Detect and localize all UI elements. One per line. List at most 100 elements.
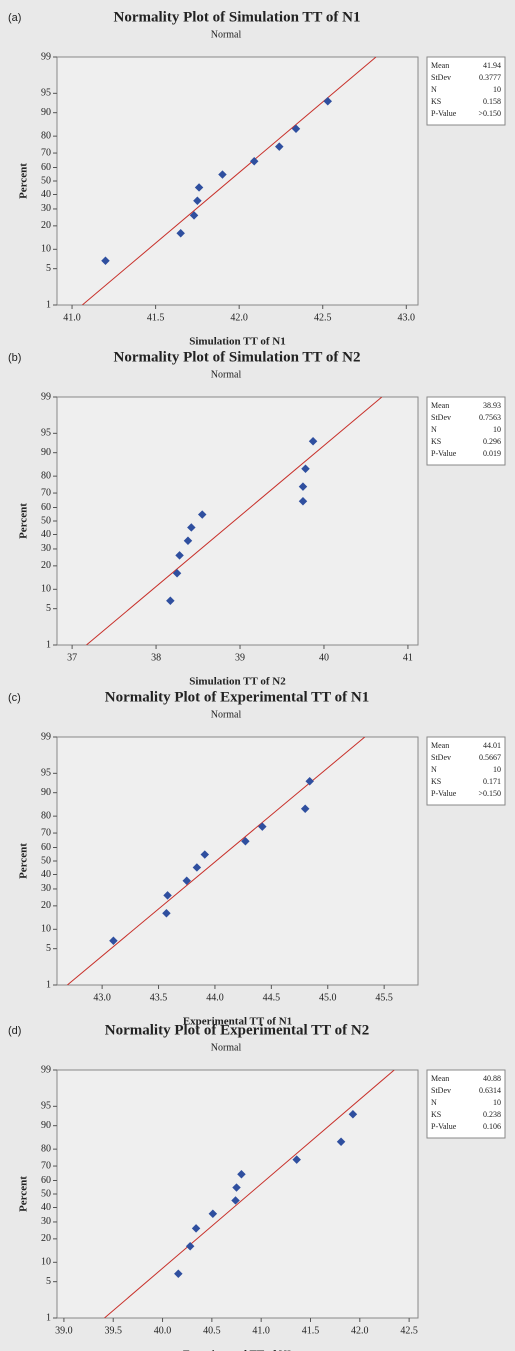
x-tick-label: 41.0 [252,1325,270,1336]
x-tick-label: 45.5 [375,992,393,1003]
stat-value: 0.296 [483,437,501,446]
point [194,183,204,192]
stat-value: 44.01 [483,741,501,750]
stat-label: Mean [431,741,449,750]
point [162,909,171,918]
y-tick-label: 99 [41,51,51,62]
stat-value: 0.6314 [479,1086,501,1095]
y-tick-label: 50 [41,515,51,526]
y-tick-label: 90 [41,107,51,118]
y-tick-label: 90 [41,787,51,798]
y-tick-label: 1 [46,979,51,990]
stat-value: 0.3777 [479,73,501,82]
panel-label: (c) [8,692,21,704]
y-tick-label: 40 [41,189,51,200]
stat-value: 10 [493,1098,501,1107]
x-tick-label: 44.0 [206,992,224,1003]
point [208,1209,218,1218]
y-tick-label: 1 [46,299,51,310]
stats-box [426,736,506,806]
point [101,256,110,265]
y-tick-label: 10 [41,924,51,935]
stat-label: P-Value [431,109,457,118]
stat-label: KS [431,437,441,446]
stat-label: StDev [431,413,451,422]
point [172,569,182,578]
y-tick-label: 40 [41,1202,51,1213]
point [336,1137,346,1146]
x-tick-label: 44.5 [263,992,281,1003]
y-tick-label: 40 [41,529,51,540]
stats-box [426,1069,506,1139]
y-tick-label: 5 [46,603,51,614]
plot-area [56,736,419,986]
stat-value: 0.019 [483,449,501,458]
x-tick-label: 40 [319,652,329,663]
stat-value: 10 [493,765,501,774]
y-tick-label: 70 [41,827,51,838]
x-tick-label: 42.5 [314,312,332,323]
stat-label: Mean [431,1074,449,1083]
chart-title: Normality Plot of Experimental TT of N2 [105,1022,369,1038]
chart-panel: (c) Normality Plot of Experimental TT of … [8,689,506,1028]
x-tick-label: 40.5 [203,1325,221,1336]
point [237,1170,246,1179]
stats-box [426,396,506,466]
point [193,196,202,205]
point [298,482,308,491]
chart-subtitle: Normal [211,369,242,380]
stat-value: 10 [493,85,501,94]
stat-label: KS [431,777,441,786]
plot-area [56,56,419,306]
y-tick-label: 95 [41,768,51,779]
fit-line [67,737,366,985]
x-tick-label: 40.0 [154,1325,172,1336]
stat-value: 0.171 [483,777,501,786]
stat-value: 40.88 [483,1074,501,1083]
x-tick-label: 43.5 [150,992,168,1003]
chart-title: Normality Plot of Simulation TT of N1 [114,9,361,25]
x-tick-label: 41.5 [147,312,165,323]
y-tick-label: 20 [41,1233,51,1244]
chart-panel: (a) Normality Plot of Simulation TT of N1… [8,9,506,348]
y-tick-label: 20 [41,900,51,911]
fit-line [86,397,383,645]
y-tick-label: 30 [41,543,51,554]
y-tick-label: 20 [41,560,51,571]
x-axis-title: Simulation TT of N1 [189,336,285,348]
point [308,437,318,446]
y-tick-label: 30 [41,883,51,894]
stat-value: 0.238 [483,1110,501,1119]
y-tick-label: 99 [41,731,51,742]
y-tick-label: 1 [46,1312,51,1323]
stat-label: StDev [431,1086,451,1095]
point [258,822,267,831]
stat-value: 0.7563 [479,413,501,422]
x-tick-label: 41.5 [302,1325,320,1336]
stat-label: StDev [431,753,451,762]
point [298,497,308,506]
y-tick-label: 5 [46,1276,51,1287]
x-tick-label: 45.0 [319,992,337,1003]
y-tick-label: 60 [41,162,51,173]
stat-label: P-Value [431,789,457,798]
x-axis-title: Experimental TT of N1 [183,1016,292,1028]
x-tick-label: 39.5 [104,1325,122,1336]
chart-title: Normality Plot of Experimental TT of N1 [105,689,369,705]
plot-area [56,1069,419,1319]
stat-label: Mean [431,61,449,70]
y-tick-label: 40 [41,869,51,880]
panel-label: (d) [8,1025,21,1037]
y-tick-label: 10 [41,1257,51,1268]
y-tick-label: 50 [41,175,51,186]
point [176,229,185,238]
x-tick-label: 39.0 [55,1325,73,1336]
x-tick-label: 41.0 [63,312,81,323]
point [174,1269,183,1278]
y-axis-title: Percent [18,163,30,199]
stat-label: P-Value [431,449,457,458]
point [241,837,250,846]
point [185,1242,195,1251]
stat-value: 41.94 [483,61,501,70]
